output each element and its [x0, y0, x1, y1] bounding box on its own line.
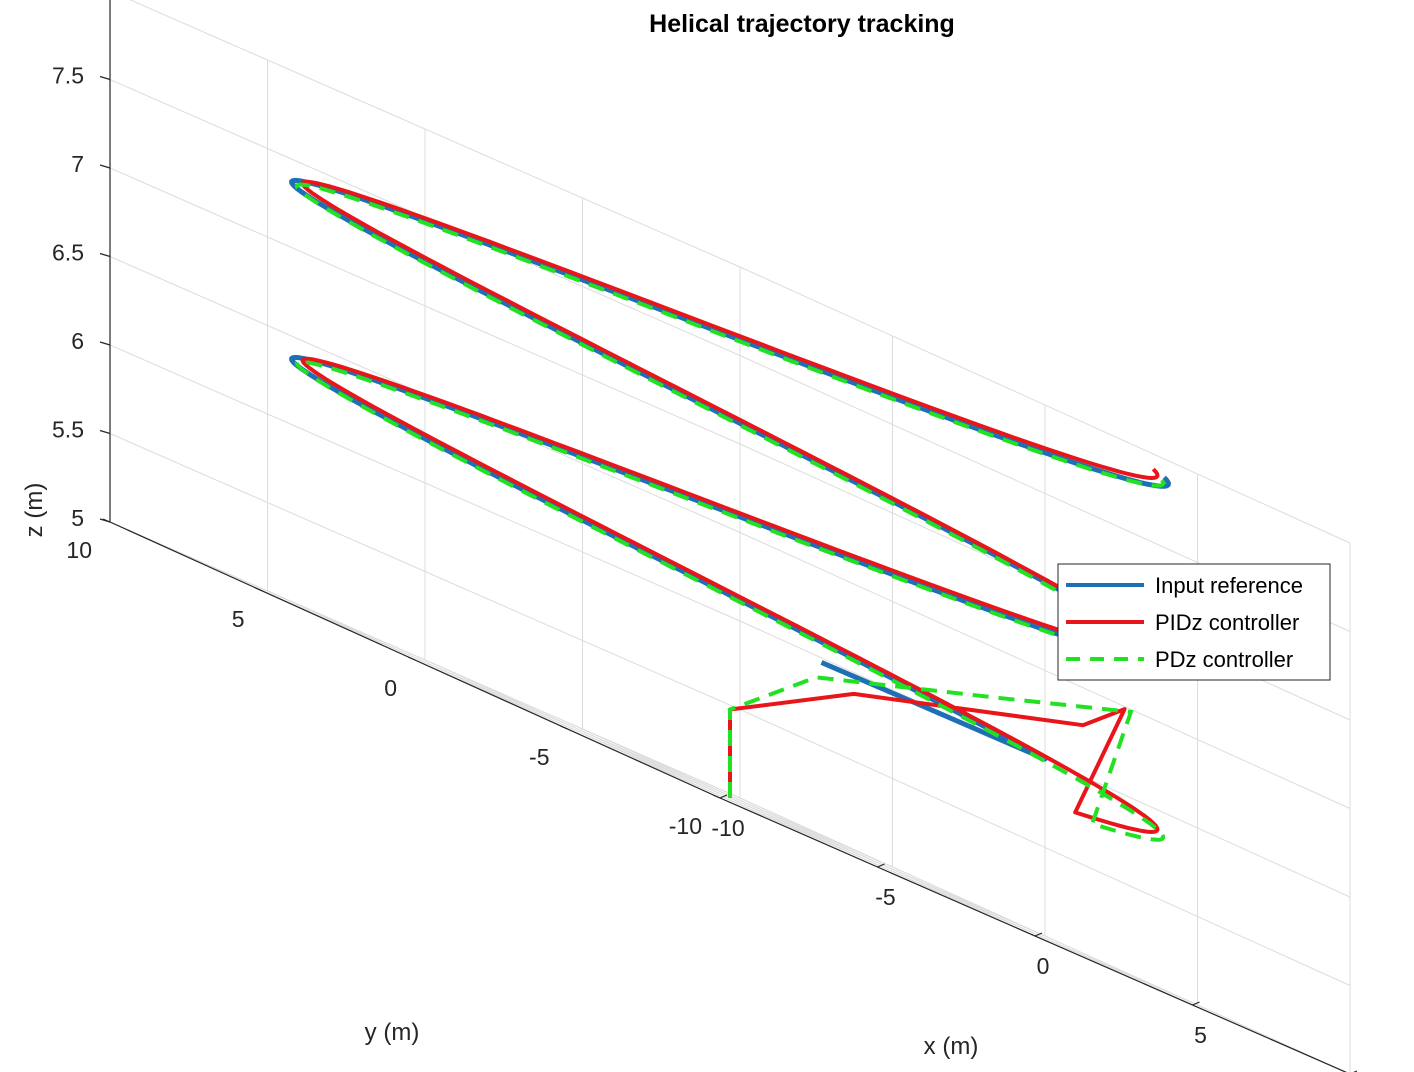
- y-tick: [407, 656, 416, 661]
- wall-grid-z2: [739, 532, 1351, 809]
- z-tick-label: 5.5: [52, 417, 84, 443]
- y-tick: [560, 725, 568, 730]
- z-tick-label: 7: [71, 151, 84, 177]
- z-tick-label: 5: [71, 505, 84, 531]
- z-tick: [99, 164, 111, 169]
- chart-title: Helical trajectory tracking: [649, 10, 955, 38]
- y-tick-label: -5: [529, 744, 549, 770]
- legend: Input reference PIDz controller PDz cont…: [1057, 563, 1331, 681]
- wall-grid-z2: [739, 266, 1351, 544]
- z-tick: [99, 341, 111, 346]
- legend-label-input-reference: Input reference: [1155, 573, 1303, 598]
- x-tick: [1192, 1001, 1200, 1006]
- z-tick: [99, 429, 111, 435]
- wall-grid-z: [109, 167, 741, 445]
- x-tick: [719, 794, 728, 799]
- z-tick-label: 6.5: [52, 240, 84, 266]
- grid-lines: [109, 0, 1351, 1072]
- z-tick: [99, 75, 111, 81]
- legend-label-pidz-controller: PIDz controller: [1155, 610, 1299, 635]
- wall-grid-z: [109, 521, 741, 799]
- y-tick-label: 5: [232, 606, 245, 632]
- y-tick-label: 10: [66, 537, 92, 563]
- y-axis-label: y (m): [365, 1019, 420, 1046]
- y-tick-label: -10: [669, 813, 702, 839]
- y-tick: [255, 587, 263, 592]
- x-tick: [1034, 932, 1043, 937]
- z-tick: [99, 518, 111, 523]
- x-axis-label: x (m): [924, 1033, 979, 1060]
- z-tick: [99, 252, 111, 258]
- x-tick-label: 0: [1037, 953, 1050, 979]
- series-line-input-reference: [289, 177, 1171, 762]
- legend-label-pdz-controller: PDz controller: [1155, 647, 1293, 672]
- x-tick-label: 5: [1194, 1022, 1207, 1048]
- wall-grid-z: [109, 433, 741, 710]
- wall-grid-z: [129, 0, 741, 268]
- y-tick-label: 0: [384, 675, 397, 701]
- wall-grid-z: [109, 344, 741, 622]
- wall-grid-z2: [739, 797, 1347, 1072]
- floor-grid-y: [262, 590, 893, 868]
- series-line-pdz-controller: [294, 182, 1166, 842]
- z-axis-label: z (m): [21, 483, 48, 538]
- z-tick-label: 6: [71, 328, 84, 354]
- x-tick-label: -10: [711, 815, 744, 841]
- floor-grid-y: [567, 728, 1198, 1006]
- x-tick: [877, 863, 885, 868]
- wall-grid-z2: [739, 709, 1351, 986]
- x-tick-label: -5: [875, 884, 895, 910]
- series-lines: [289, 177, 1171, 842]
- z-tick-label: 7.5: [52, 63, 84, 89]
- y-tick: [712, 794, 721, 799]
